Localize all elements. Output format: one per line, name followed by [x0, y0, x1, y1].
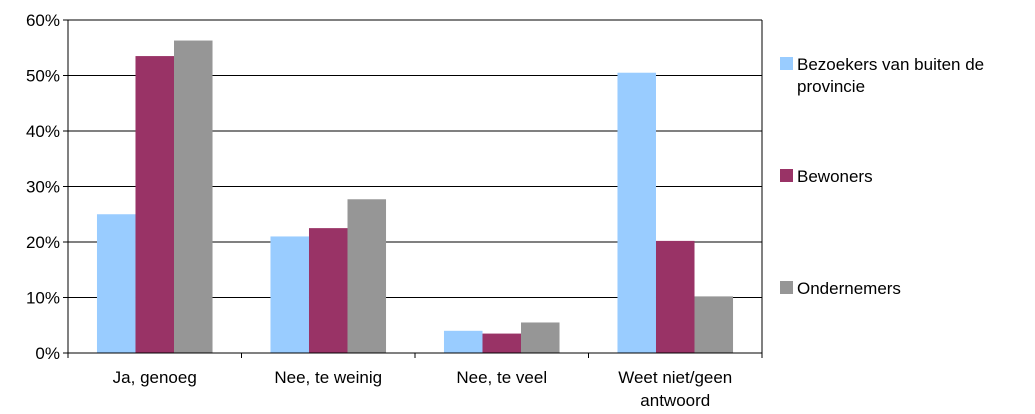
bar — [443, 330, 483, 353]
bar — [308, 228, 348, 353]
bar — [694, 296, 734, 353]
x-category-label: Weet niet/geen antwoord — [618, 368, 732, 410]
legend-swatch — [780, 169, 793, 182]
y-tick-label: 60% — [26, 11, 60, 30]
bars — [96, 40, 734, 353]
y-tick-label: 20% — [26, 233, 60, 252]
bar — [135, 56, 175, 353]
bar — [482, 333, 522, 353]
bar — [96, 214, 136, 353]
bar — [521, 322, 560, 353]
y-tick-label: 30% — [26, 178, 60, 197]
bar — [617, 72, 656, 353]
legend: Bezoekers van buiten de provincie Bewoners… — [780, 55, 984, 298]
x-category-labels: Ja, genoeg Nee, te weinig Nee, te veel Weet… — [113, 368, 733, 410]
y-tick-label: 10% — [26, 289, 60, 308]
bar — [174, 40, 213, 353]
y-tick-label: 0% — [35, 344, 60, 363]
y-tick-labels: 0% 10% 20% 30% 40% 50% 60% — [26, 11, 60, 363]
bar — [347, 199, 387, 353]
y-tick-label: 50% — [26, 67, 60, 86]
legend-label: Ondernemers — [797, 279, 901, 298]
x-category-label: Ja, genoeg — [113, 368, 197, 387]
bar — [270, 236, 309, 353]
axes — [63, 19, 763, 358]
legend-label: Bewoners — [797, 167, 873, 186]
legend-swatch — [780, 57, 793, 70]
y-tick-label: 40% — [26, 122, 60, 141]
x-category-label: Nee, te veel — [456, 368, 547, 387]
bar — [655, 240, 695, 353]
legend-label: Bezoekers van buiten de provincie — [797, 55, 984, 96]
x-category-label: Nee, te weinig — [274, 368, 382, 387]
legend-swatch — [780, 281, 793, 294]
